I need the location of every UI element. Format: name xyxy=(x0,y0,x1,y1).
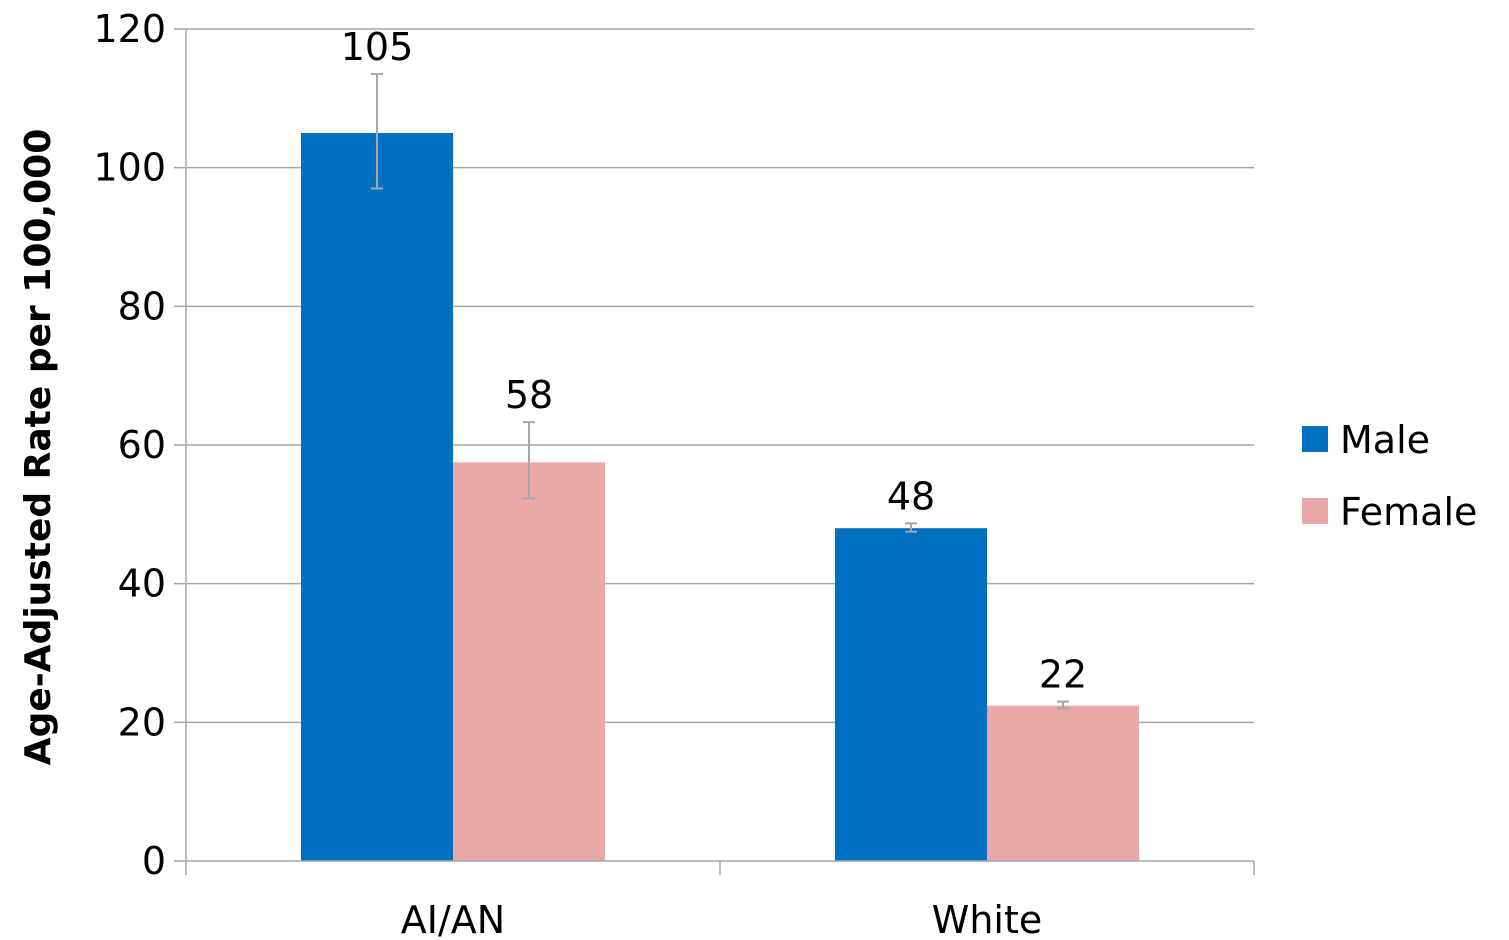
data-label: 48 xyxy=(887,474,935,518)
legend-label: Female xyxy=(1340,490,1477,534)
bar-male xyxy=(301,133,453,861)
error-bars xyxy=(371,73,1069,710)
x-tick-label: AI/AN xyxy=(401,898,505,940)
legend-label: Male xyxy=(1340,418,1430,462)
y-tick-label: 100 xyxy=(93,146,166,190)
legend-swatch xyxy=(1302,426,1328,452)
data-label: 58 xyxy=(505,373,553,417)
y-tick-label: 80 xyxy=(118,284,166,328)
y-tick-label: 60 xyxy=(118,423,166,467)
data-labels: 105 58 48 22 xyxy=(341,25,1087,696)
legend-swatch xyxy=(1302,498,1328,524)
y-axis-title: Age-Adjusted Rate per 100,000 xyxy=(18,129,59,766)
data-label: 22 xyxy=(1039,653,1087,697)
bar-female xyxy=(453,462,605,861)
data-label: 105 xyxy=(341,25,414,69)
y-tick-label: 0 xyxy=(142,839,166,883)
bars xyxy=(301,133,1139,861)
y-tick-label: 120 xyxy=(93,7,166,51)
bar-female xyxy=(987,705,1139,861)
y-axis-ticks: 0 20 40 60 80 100 120 xyxy=(93,7,186,883)
x-axis-ticks: AI/AN White xyxy=(185,861,1255,940)
y-tick-label: 40 xyxy=(118,562,166,606)
legend: Male Female xyxy=(1302,418,1477,534)
x-tick-label: White xyxy=(932,898,1043,940)
bar-male xyxy=(835,528,987,861)
y-tick-label: 20 xyxy=(118,700,166,744)
